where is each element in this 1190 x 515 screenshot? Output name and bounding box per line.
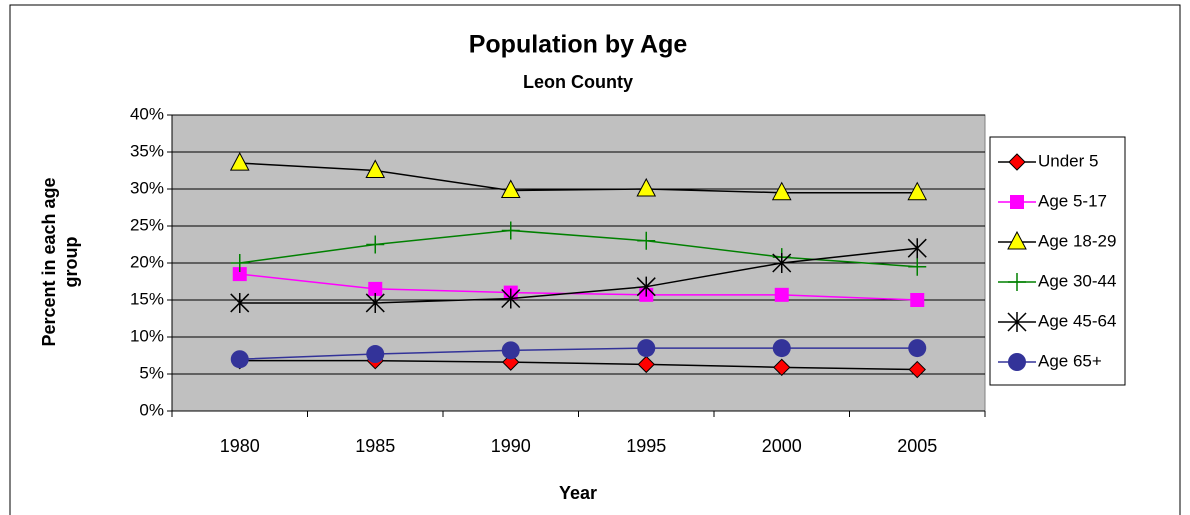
y-tick-label: 5% xyxy=(139,363,164,382)
marker xyxy=(229,152,250,171)
marker xyxy=(771,181,792,201)
marker xyxy=(907,181,928,201)
marker xyxy=(500,179,521,198)
marker xyxy=(636,177,657,197)
x-tick-label: 1990 xyxy=(491,436,531,456)
x-tick-label: 1980 xyxy=(220,436,260,456)
marker xyxy=(908,257,927,276)
marker xyxy=(368,281,383,296)
marker xyxy=(501,221,520,240)
x-tick-label: 2005 xyxy=(897,436,937,456)
legend-marker xyxy=(1007,230,1027,250)
legend-label: Age 5-17 xyxy=(1038,191,1107,210)
series-line xyxy=(239,359,918,371)
series-line xyxy=(239,347,918,360)
y-tick-label: 25% xyxy=(130,215,164,234)
marker xyxy=(501,288,521,309)
x-axis-label: Year xyxy=(559,483,597,503)
marker xyxy=(908,339,927,358)
y-axis-label: Percent in each age group xyxy=(39,177,81,347)
marker xyxy=(366,235,385,254)
y-tick-label: 35% xyxy=(130,141,164,160)
legend-marker xyxy=(1007,312,1027,332)
marker xyxy=(365,159,386,178)
chart-title: Population by Age xyxy=(469,31,688,59)
legend-box xyxy=(989,136,1126,386)
marker xyxy=(230,254,249,272)
marker xyxy=(773,358,791,377)
x-tick-label: 2000 xyxy=(762,436,802,456)
legend-label: Age 45-64 xyxy=(1038,311,1116,330)
y-tick-label: 15% xyxy=(130,289,164,308)
marker xyxy=(230,350,249,369)
y-tick-label: 0% xyxy=(139,400,164,419)
x-tick-label: 1985 xyxy=(355,436,395,456)
marker xyxy=(908,360,926,379)
x-tick-label: 1995 xyxy=(626,436,666,456)
marker xyxy=(774,287,789,302)
legend-label: Age 65+ xyxy=(1038,351,1102,370)
y-tick-label: 10% xyxy=(130,326,164,345)
y-tick-label: 20% xyxy=(130,252,164,271)
marker xyxy=(772,339,791,358)
marker xyxy=(636,276,656,297)
marker xyxy=(232,267,247,282)
marker xyxy=(365,292,385,313)
legend-label: Age 30-44 xyxy=(1038,271,1116,290)
marker xyxy=(501,341,520,360)
series-line xyxy=(239,273,918,301)
chart-subtitle: Leon County xyxy=(523,72,633,92)
marker xyxy=(637,355,655,374)
y-tick-label: 40% xyxy=(130,104,164,123)
legend-label: Under 5 xyxy=(1038,151,1098,170)
series-line xyxy=(239,229,918,268)
legend-marker xyxy=(1010,195,1024,209)
series-line xyxy=(239,247,918,304)
marker xyxy=(366,345,385,364)
legend-label: Age 18-29 xyxy=(1038,231,1116,250)
marker xyxy=(907,238,927,259)
marker xyxy=(910,293,925,307)
legend-marker xyxy=(1008,273,1026,291)
legend-marker xyxy=(1008,353,1026,371)
marker xyxy=(230,292,250,313)
marker xyxy=(637,339,656,358)
legend-marker xyxy=(1008,153,1026,171)
series-line xyxy=(239,162,918,194)
y-tick-label: 30% xyxy=(130,178,164,197)
marker xyxy=(772,253,792,273)
marker xyxy=(637,231,656,250)
